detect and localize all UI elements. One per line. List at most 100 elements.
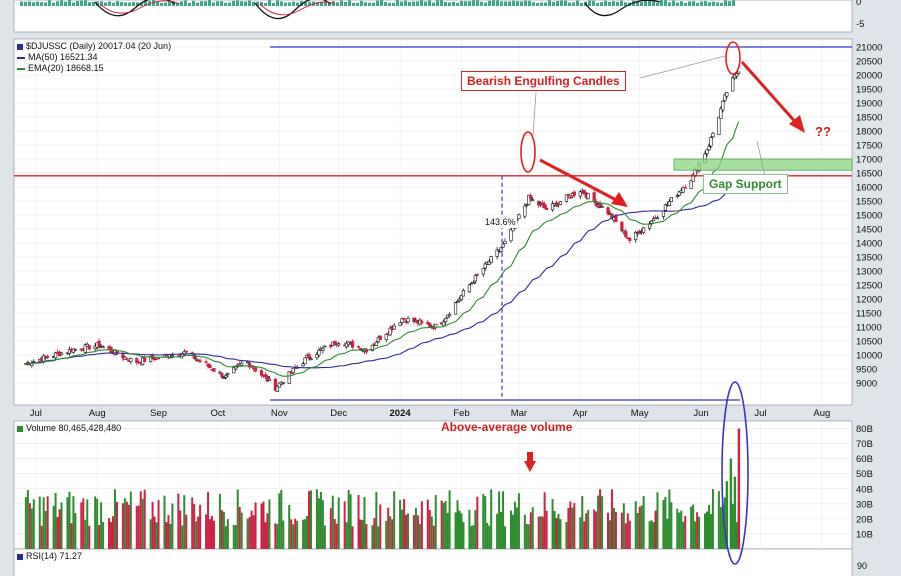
candle-body — [426, 321, 430, 325]
candle-body — [59, 352, 64, 356]
candle-body — [246, 361, 250, 364]
histogram-bar — [48, 0, 51, 6]
volume-bar — [197, 516, 200, 549]
histogram-bar — [68, 0, 71, 6]
histogram-bar — [44, 2, 47, 6]
volume-bar — [58, 509, 61, 549]
histogram-bar — [204, 1, 207, 6]
volume-bar — [82, 498, 85, 549]
volume-bar — [42, 497, 45, 549]
candle-body — [475, 273, 479, 276]
volume-bar — [573, 503, 576, 549]
volume-bar — [725, 481, 729, 549]
histogram-bar — [556, 1, 559, 6]
candle-body — [356, 346, 361, 348]
volume-bar — [389, 516, 392, 549]
histogram-bar — [700, 1, 703, 6]
volume-pointer-arrow — [527, 452, 533, 462]
histogram-bar — [640, 1, 643, 6]
candle-body — [364, 349, 369, 353]
histogram-bar — [52, 2, 55, 6]
volume-bar — [721, 504, 724, 549]
volume-bar — [735, 522, 738, 549]
volume-bar — [682, 521, 685, 549]
volume-bar — [434, 494, 437, 549]
volume-bar — [612, 507, 615, 549]
volume-bar — [711, 489, 714, 549]
volume-bar — [212, 520, 215, 549]
volume-bar — [205, 514, 208, 549]
histogram-bar — [192, 0, 195, 6]
candle-body — [392, 325, 396, 330]
volume-bar — [571, 507, 574, 549]
volume-bar — [523, 514, 526, 549]
histogram-bar — [236, 0, 239, 6]
candle-body — [184, 350, 188, 353]
candle-body — [281, 382, 285, 384]
candle-body — [384, 334, 388, 340]
candle-body — [600, 206, 604, 208]
volume-bar — [294, 518, 297, 549]
volume-bar — [680, 510, 683, 549]
volume-bar — [670, 502, 673, 549]
candle-body — [240, 362, 244, 366]
candle-body — [689, 179, 693, 190]
volume-bar — [527, 524, 530, 549]
histogram-bar — [340, 0, 343, 6]
y-tick-label: 11500 — [856, 309, 882, 320]
volume-bar — [274, 523, 277, 549]
y-tick-label: 10500 — [856, 337, 882, 348]
volume-bar — [567, 507, 570, 549]
histogram-bar — [672, 0, 675, 6]
candle-body — [610, 213, 614, 219]
histogram-bar — [504, 1, 507, 6]
histogram-bar — [348, 0, 351, 6]
volume-bar — [601, 496, 604, 549]
candle-body — [527, 194, 531, 205]
histogram-bar — [604, 0, 607, 6]
volume-bar — [276, 524, 279, 549]
histogram-bar — [288, 2, 291, 6]
volume-legend: Volume 80,465,428,480 — [17, 423, 121, 434]
histogram-bar — [600, 2, 603, 6]
histogram-bar — [344, 1, 347, 6]
volume-bar — [648, 521, 651, 549]
x-tick-label: Oct — [211, 408, 226, 419]
volume-bar — [125, 501, 128, 549]
volume-bar — [296, 520, 299, 549]
x-tick-label: Sep — [150, 408, 167, 419]
volume-bar — [583, 521, 586, 549]
histogram-bar — [76, 0, 79, 6]
volume-bar — [123, 498, 126, 549]
histogram-bar — [124, 2, 127, 6]
volume-bar — [373, 518, 376, 549]
histogram-bar — [260, 1, 263, 6]
histogram-bar — [212, 2, 215, 6]
down-arrow-head — [789, 115, 805, 133]
y-tick-label: 21000 — [856, 43, 882, 54]
candle-body — [655, 217, 660, 220]
vol-tick-label: 40B — [856, 484, 873, 495]
y-tick-label: 18000 — [856, 127, 882, 138]
candle-body — [572, 191, 576, 196]
histogram-bar — [668, 2, 671, 6]
bearish-circle — [520, 131, 536, 173]
x-tick-label: Jul — [30, 408, 42, 419]
histogram-bar — [292, 1, 295, 7]
candle-body — [473, 275, 477, 282]
histogram-bar — [96, 1, 99, 6]
candle-body — [412, 317, 416, 322]
candle-body — [287, 371, 291, 384]
volume-axis-labels: 80B 70B 60B 50B 40B 30B 20B 10B 0 -5 — [856, 0, 873, 540]
volume-bars — [24, 428, 741, 549]
candle-body — [517, 214, 521, 219]
x-tick-label: May — [631, 408, 649, 419]
volume-bar — [490, 489, 493, 549]
histogram-bar — [252, 1, 255, 6]
histogram-bar — [456, 2, 459, 6]
candle-body — [620, 221, 624, 231]
histogram-bar — [624, 2, 627, 6]
volume-bar — [24, 497, 27, 549]
candle-body — [121, 353, 125, 359]
